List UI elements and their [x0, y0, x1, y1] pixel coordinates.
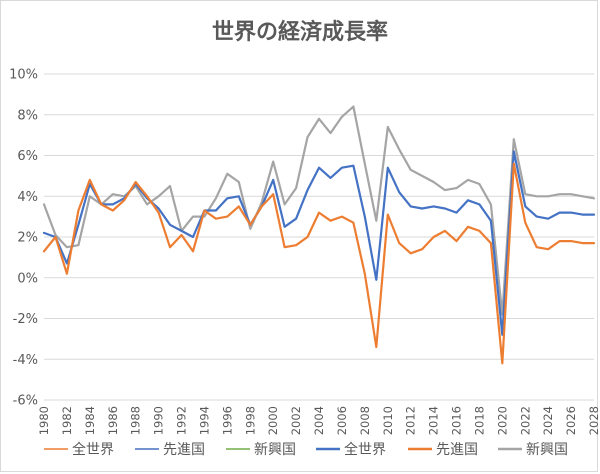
legend-label: 先進国 [436, 442, 478, 458]
x-tick-label: 1998 [243, 406, 257, 435]
y-tick-label: 8% [17, 108, 38, 123]
y-axis-ticks: -6% -4% -2% 0% 2% 4% 6% 8% 10% [9, 68, 38, 409]
y-tick-label: 6% [17, 149, 38, 164]
series-lines [42, 105, 596, 365]
y-tick-label: 2% [17, 231, 38, 246]
y-tick-label: 4% [17, 190, 38, 205]
y-tick-label: -6% [13, 394, 38, 409]
legend-label: 新興国 [526, 442, 568, 458]
x-tick-label: 1986 [106, 406, 120, 435]
x-tick-label: 2018 [472, 406, 486, 435]
legend-label: 全世界 [72, 441, 114, 458]
y-tick-label: -2% [13, 312, 38, 327]
x-tick-label: 2016 [450, 406, 464, 435]
x-tick-label: 2002 [289, 406, 303, 435]
series-line-0 [42, 150, 596, 336]
x-tick-label: 1984 [83, 406, 97, 435]
x-tick-label: 1988 [129, 406, 143, 435]
x-tick-label: 1980 [37, 406, 51, 435]
x-tick-label: 2028 [587, 406, 600, 435]
x-axis-ticks: 1980 1982 1984 1986 1988 1990 1992 1994 1996 1998… [37, 406, 600, 435]
y-tick-label: 10% [9, 68, 38, 83]
chart-title: 世界の経済成長率 [211, 20, 388, 45]
x-tick-label: 2026 [564, 406, 578, 435]
x-tick-label: 2004 [312, 406, 326, 435]
x-tick-label: 2014 [427, 406, 441, 435]
x-tick-label: 2012 [404, 406, 418, 435]
x-tick-label: 2024 [541, 406, 555, 435]
x-tick-label: 2022 [518, 406, 532, 435]
x-tick-label: 2008 [358, 406, 372, 435]
x-tick-label: 1990 [152, 406, 166, 435]
series-line-1 [42, 162, 596, 365]
x-tick-label: 2000 [266, 406, 280, 435]
x-tick-label: 2010 [381, 406, 395, 435]
legend-label: 新興国 [254, 442, 296, 458]
x-tick-label: 2006 [335, 406, 349, 435]
y-tick-label: -4% [13, 353, 38, 368]
x-tick-label: 1996 [220, 406, 234, 435]
y-tick-label: 0% [17, 271, 38, 286]
series-line-2 [42, 105, 596, 316]
x-tick-label: 1992 [175, 406, 189, 435]
legend: 全世界 先進国 新興国 全世界 先進国 新興国 [44, 441, 568, 458]
x-tick-label: 1994 [197, 406, 211, 435]
legend-label: 全世界 [344, 441, 386, 458]
x-tick-label: 2020 [495, 406, 509, 435]
x-tick-label: 1982 [60, 406, 74, 435]
legend-label: 先進国 [163, 442, 205, 458]
grid-lines [44, 73, 594, 401]
